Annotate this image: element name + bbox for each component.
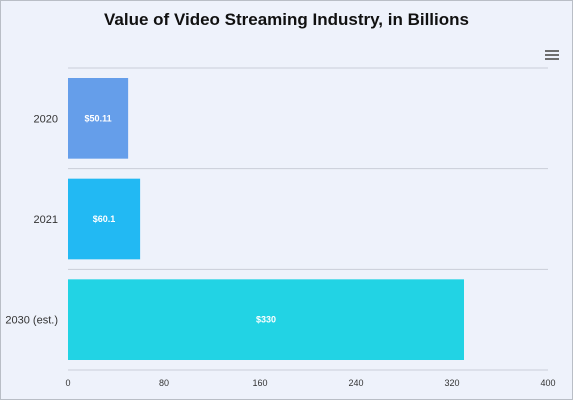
hamburger-menu-icon[interactable] [545, 50, 559, 62]
x-tick-label: 240 [348, 378, 363, 388]
category-label: 2021 [34, 214, 58, 226]
x-tick-label: 400 [540, 378, 555, 388]
data-label: $50.11 [85, 113, 112, 123]
x-tick-label: 0 [65, 378, 70, 388]
category-label: 2020 [34, 113, 58, 125]
bar-0[interactable] [68, 78, 129, 159]
x-tick-label: 160 [252, 378, 267, 388]
bar-1[interactable] [68, 178, 141, 260]
bar-2[interactable] [68, 279, 464, 360]
chart-title: Value of Video Streaming Industry, in Bi… [104, 10, 469, 29]
x-tick-label: 320 [444, 378, 459, 388]
data-label: $330 [256, 315, 276, 325]
data-label: $60.1 [93, 214, 116, 224]
category-label: 2030 (est.) [5, 315, 58, 327]
x-tick-label: 80 [159, 378, 169, 388]
